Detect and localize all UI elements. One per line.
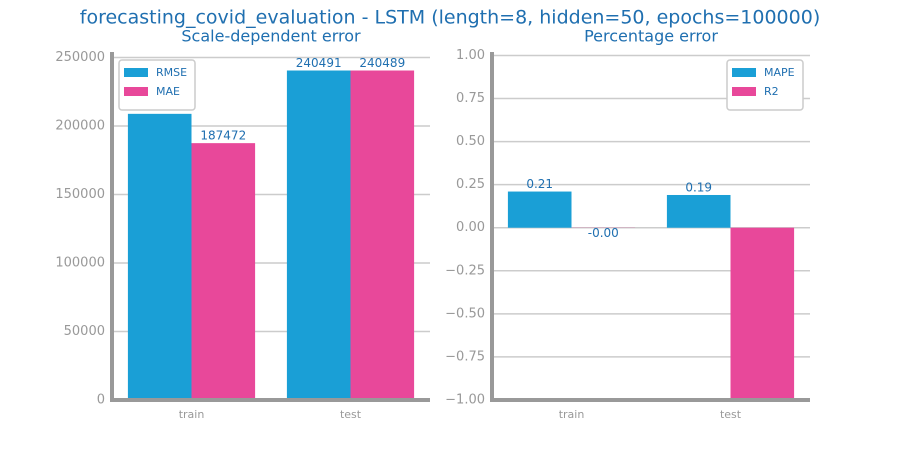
value-label: 0.19 (685, 180, 712, 194)
legend-swatch (732, 68, 756, 77)
figure-title: forecasting_covid_evaluation - LSTM (len… (80, 7, 820, 29)
bar (286, 70, 351, 400)
y-tick-label: 0 (97, 393, 105, 408)
bar (191, 143, 256, 400)
y-tick-label: 150000 (55, 187, 105, 202)
subplot-title: Percentage error (584, 27, 718, 46)
value-label: 240491 (296, 56, 342, 70)
y-tick-label: 0.00 (456, 220, 485, 235)
value-label: -0.00 (588, 226, 619, 240)
x-tick-label: test (720, 408, 742, 421)
value-label: 0.21 (526, 177, 553, 191)
bar (730, 227, 795, 400)
bar (350, 70, 415, 400)
y-tick-label: 0.50 (456, 134, 485, 149)
y-tick-label: 100000 (55, 255, 105, 270)
y-tick-label: −1.00 (445, 393, 485, 408)
y-tick-label: 250000 (55, 50, 105, 65)
value-label: 240489 (359, 56, 405, 70)
bar (127, 113, 192, 400)
legend-swatch (732, 87, 756, 96)
legend-label: RMSE (156, 66, 187, 79)
subplot-title: Scale-dependent error (181, 27, 361, 46)
bar (666, 194, 731, 228)
legend-swatch (124, 87, 148, 96)
y-tick-label: −0.50 (445, 306, 485, 321)
legend-label: R2 (764, 85, 779, 98)
legend-label: MAPE (764, 66, 795, 79)
y-tick-label: 1.00 (456, 48, 485, 63)
y-tick-label: 0.25 (456, 177, 485, 192)
x-tick-label: train (559, 408, 585, 421)
y-tick-label: 0.75 (456, 91, 485, 106)
x-tick-label: train (179, 408, 205, 421)
value-label: 187472 (200, 129, 246, 143)
legend-label: MAE (156, 85, 180, 98)
bar (507, 191, 572, 228)
y-tick-label: 200000 (55, 118, 105, 133)
y-tick-label: −0.75 (445, 349, 485, 364)
x-tick-label: test (340, 408, 362, 421)
y-tick-label: −0.25 (445, 263, 485, 278)
legend-swatch (124, 68, 148, 77)
y-tick-label: 50000 (64, 324, 105, 339)
